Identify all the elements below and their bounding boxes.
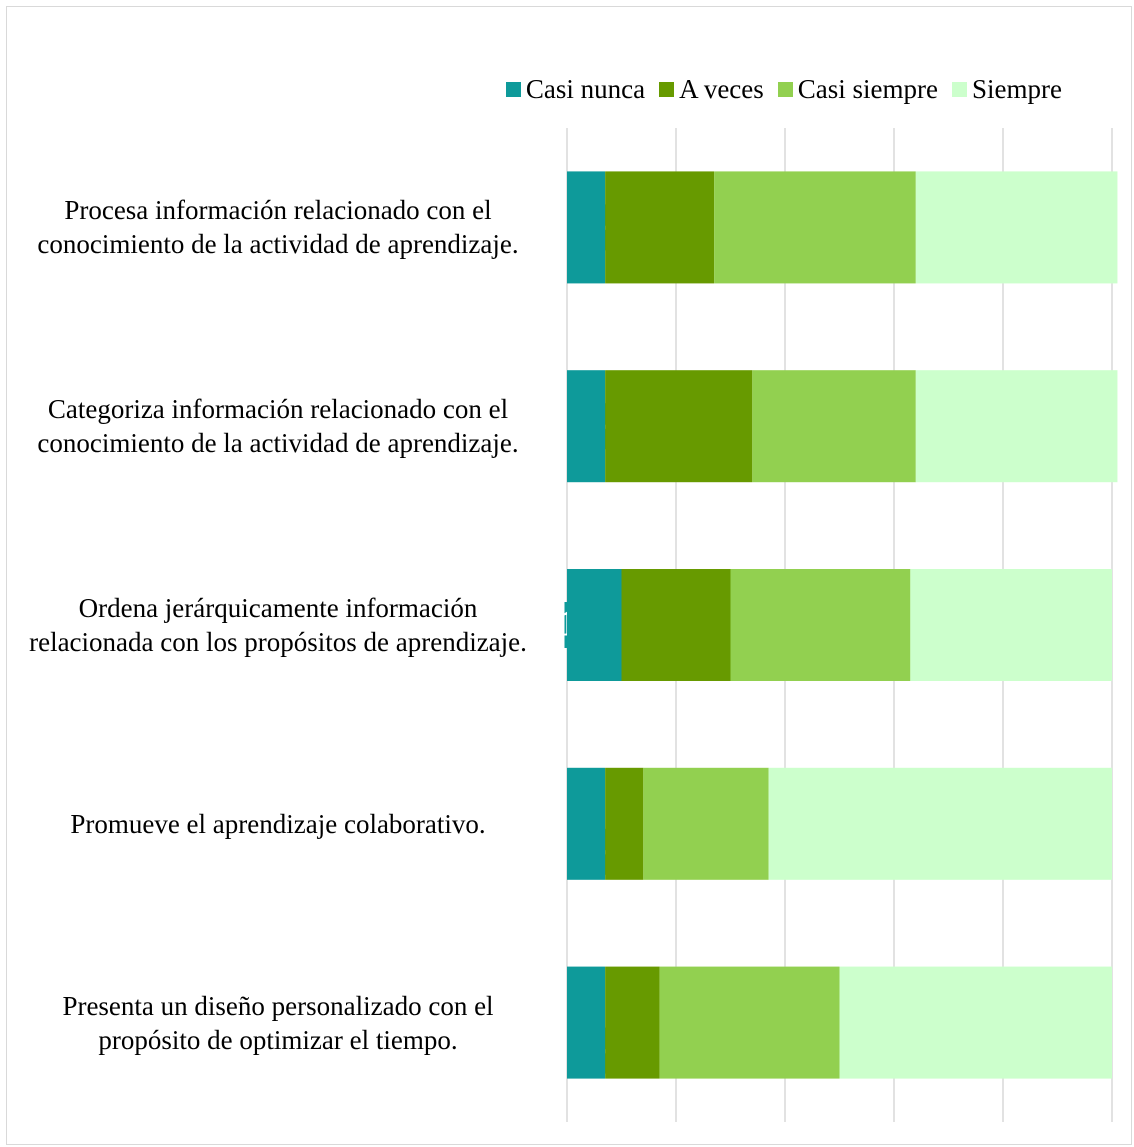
bar-segment (567, 966, 606, 1079)
bar-segment (567, 569, 622, 681)
bar-segment (752, 370, 916, 483)
category-label: Ordena jerárquicamente información relac… (29, 593, 527, 657)
legend-label: Casi siempre (797, 74, 939, 104)
chart-frame (6, 6, 1132, 1145)
category-label: Procesa información relacionado con el c… (37, 195, 519, 260)
legend-swatch (505, 82, 521, 97)
legend-label: Casi nunca (525, 74, 646, 104)
bar-segment (910, 569, 1112, 681)
legend-swatch (777, 82, 793, 97)
bar-segment (605, 767, 644, 880)
bar-segment (659, 966, 840, 1079)
legend-swatch (952, 82, 968, 97)
bar-segment (567, 767, 606, 880)
category-label: Categoriza información relacionado con e… (37, 394, 519, 459)
legend-label: A veces (679, 74, 764, 104)
bar-segment (605, 966, 660, 1079)
legend-swatch (659, 82, 675, 97)
category-label: Presenta un diseño personalizado con el … (62, 990, 494, 1055)
bar-segment (915, 370, 1118, 483)
bar-segment (567, 370, 606, 483)
legend: Casi nunca A veces Casi siempre Siempre (505, 74, 1062, 105)
bar-segment (621, 569, 731, 681)
bar-segment (768, 767, 1112, 880)
bar-segment (714, 171, 916, 284)
legend-item: Casi siempre (777, 74, 939, 105)
legend-item: A veces (659, 74, 764, 105)
bar-segment (915, 171, 1118, 284)
legend-label: Siempre (972, 74, 1062, 104)
bar-segment (567, 171, 606, 284)
bar-segment (605, 370, 753, 483)
category-label: Promueve el aprendizaje colaborativo. (70, 808, 486, 839)
legend-item: Siempre (952, 74, 1062, 105)
bar-segment (643, 767, 769, 880)
bar-segment (839, 966, 1112, 1079)
bar-segment (730, 569, 911, 681)
bar-segment (605, 171, 715, 284)
legend-item: Casi nunca (505, 74, 646, 105)
